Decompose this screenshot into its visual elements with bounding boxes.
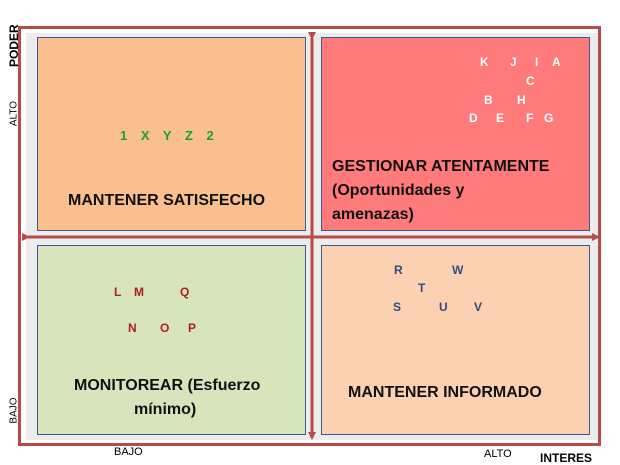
x-axis-high-label: ALTO bbox=[484, 448, 512, 460]
stakeholder-u: U bbox=[439, 300, 448, 314]
stakeholder-a: A bbox=[552, 55, 561, 69]
quadrant-keep-satisfied: MANTENER SATISFECHO 1 X Y Z 2 bbox=[37, 37, 306, 231]
y-axis-title: PODER bbox=[7, 24, 21, 67]
stakeholder-w: W bbox=[452, 263, 464, 277]
stakeholder-r: R bbox=[394, 263, 403, 277]
quadrant-keep-informed: MANTENER INFORMADO R W T S U V bbox=[321, 245, 590, 435]
stakeholder-p: P bbox=[188, 321, 197, 335]
quadrant-subtitle-line1: (Oportunidades y bbox=[332, 182, 465, 199]
stakeholder-n: N bbox=[128, 321, 137, 335]
x-axis-low-label: BAJO bbox=[114, 446, 143, 458]
stakeholder-k: K bbox=[480, 55, 489, 69]
stakeholder-c: C bbox=[526, 74, 535, 88]
stakeholder-g: G bbox=[544, 111, 554, 125]
quadrant-manage-closely: GESTIONAR ATENTAMENTE (Oportunidades y a… bbox=[321, 37, 590, 231]
quadrant-monitor: MONITOREAR (Esfuerzo mínimo) L M Q N O P bbox=[37, 245, 306, 435]
stakeholder-j: J bbox=[510, 55, 517, 69]
quadrant-title-keep-satisfied: MANTENER SATISFECHO bbox=[68, 192, 266, 209]
y-axis-high-label: ALTO bbox=[8, 100, 20, 127]
quadrant-subtitle-monitor: mínimo) bbox=[134, 401, 197, 418]
stakeholder-s: S bbox=[393, 300, 402, 314]
quadrant-title-keep-informed: MANTENER INFORMADO bbox=[348, 384, 542, 401]
quadrant-subtitle-line2: amenazas) bbox=[332, 206, 414, 223]
stakeholder-h: H bbox=[517, 93, 526, 107]
stakeholder-f: F bbox=[526, 111, 534, 125]
stakeholder-list: 1 X Y Z 2 bbox=[120, 128, 214, 143]
x-axis-title: INTERES bbox=[540, 451, 593, 465]
stakeholder-q: Q bbox=[180, 285, 190, 299]
stakeholder-o: O bbox=[160, 321, 170, 335]
stakeholder-m: M bbox=[134, 285, 144, 299]
stakeholder-v: V bbox=[474, 300, 483, 314]
stakeholder-b: B bbox=[484, 93, 493, 107]
y-axis-low-label: BAJO bbox=[8, 397, 20, 424]
stakeholder-t: T bbox=[418, 281, 426, 295]
stakeholder-l: L bbox=[114, 285, 122, 299]
quadrant-title-monitor: MONITOREAR (Esfuerzo bbox=[74, 377, 261, 394]
quadrant-title-manage-closely: GESTIONAR ATENTAMENTE bbox=[332, 158, 550, 175]
stakeholder-e: E bbox=[496, 111, 505, 125]
stakeholder-d: D bbox=[469, 111, 478, 125]
stakeholder-i: I bbox=[535, 55, 539, 69]
